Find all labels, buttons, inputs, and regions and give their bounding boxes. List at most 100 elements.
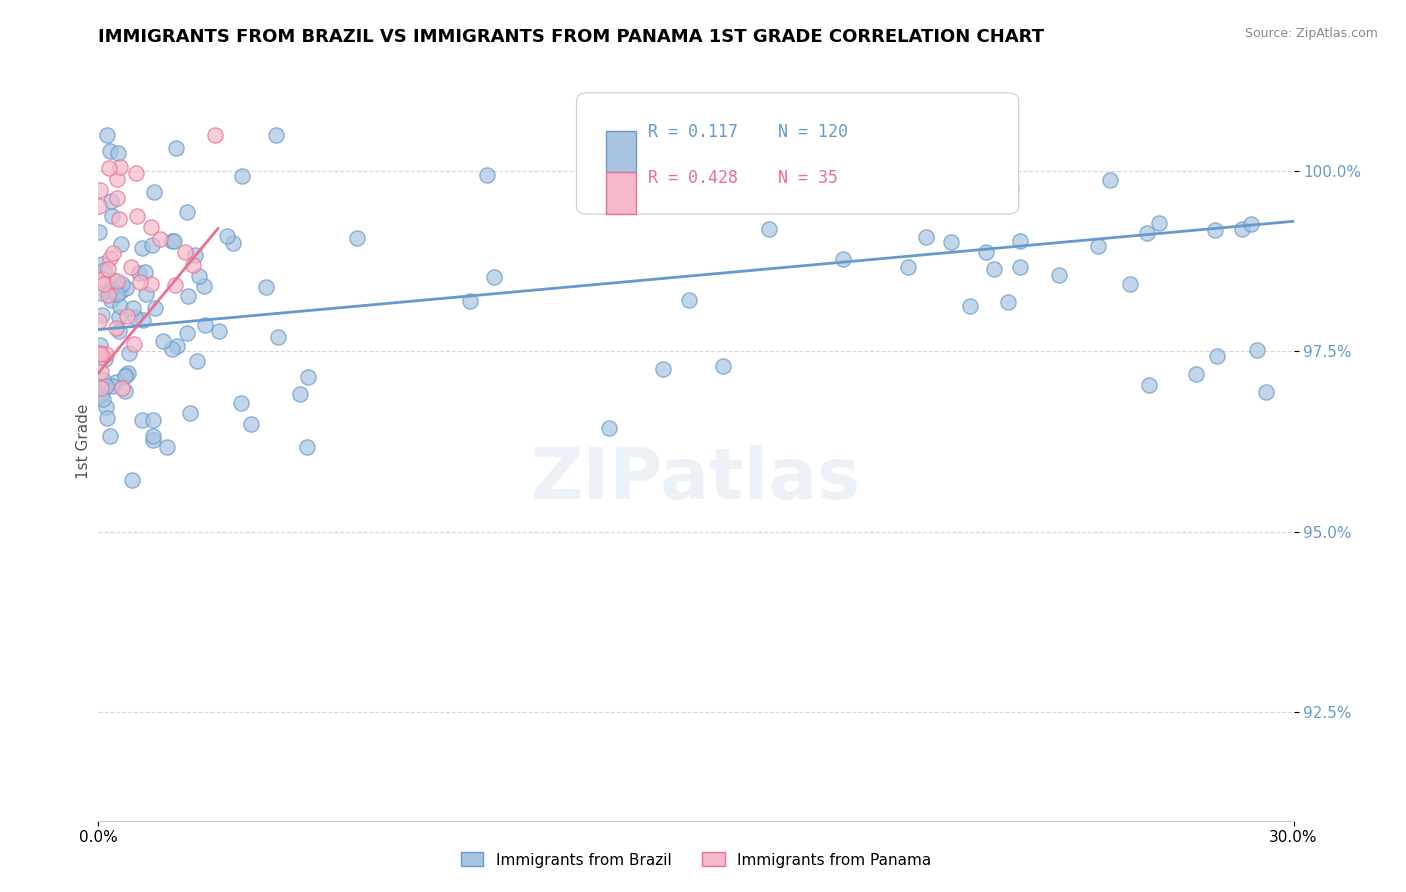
Immigrants from Panama	[89, 314, 111, 328]
Immigrants from Panama	[183, 258, 205, 272]
Immigrants from Brazil	[100, 293, 122, 307]
Immigrants from Panama	[90, 272, 112, 286]
Immigrants from Brazil	[89, 388, 111, 402]
Immigrants from Panama	[139, 220, 162, 235]
Immigrants from Brazil	[96, 411, 118, 425]
Immigrants from Brazil	[948, 186, 970, 200]
Immigrants from Brazil	[117, 366, 139, 380]
Immigrants from Panama	[98, 161, 121, 175]
Bar	[606, 130, 637, 172]
Immigrants from Brazil	[91, 308, 114, 322]
Immigrants from Brazil	[222, 235, 245, 250]
Immigrants from Brazil	[897, 260, 920, 275]
Immigrants from Brazil	[87, 225, 110, 239]
Immigrants from Panama	[120, 260, 142, 274]
Immigrants from Brazil	[458, 293, 481, 308]
Immigrants from Brazil	[91, 392, 114, 407]
Immigrants from Brazil	[114, 369, 136, 384]
Immigrants from Brazil	[176, 326, 198, 341]
Immigrants from Brazil	[97, 285, 120, 300]
Immigrants from Brazil	[93, 262, 115, 277]
Immigrants from Brazil	[959, 300, 981, 314]
Immigrants from Brazil	[297, 370, 319, 384]
Immigrants from Brazil	[100, 379, 122, 393]
Immigrants from Brazil	[122, 301, 145, 315]
Immigrants from Brazil	[160, 234, 183, 248]
Immigrants from Brazil	[132, 313, 155, 327]
Immigrants from Brazil	[1047, 268, 1070, 283]
Immigrants from Brazil	[1254, 385, 1277, 400]
Immigrants from Brazil	[1010, 260, 1032, 274]
Immigrants from Brazil	[111, 277, 134, 292]
Text: R = 0.428    N = 35: R = 0.428 N = 35	[648, 169, 838, 186]
Immigrants from Brazil	[482, 269, 505, 284]
Immigrants from Panama	[90, 346, 112, 360]
Immigrants from Brazil	[1185, 368, 1208, 382]
Immigrants from Brazil	[1098, 173, 1121, 187]
Immigrants from Brazil	[97, 282, 120, 296]
Immigrants from Brazil	[184, 248, 207, 262]
Immigrants from Panama	[103, 246, 125, 260]
Immigrants from Panama	[97, 262, 120, 277]
Immigrants from Brazil	[1000, 181, 1022, 195]
Immigrants from Brazil	[131, 242, 153, 256]
Immigrants from Panama	[111, 381, 134, 395]
Y-axis label: 1st Grade: 1st Grade	[76, 404, 91, 479]
Immigrants from Panama	[204, 128, 226, 142]
Immigrants from Brazil	[186, 353, 208, 368]
Immigrants from Brazil	[108, 299, 131, 313]
Immigrants from Brazil	[711, 359, 734, 373]
Immigrants from Brazil	[108, 285, 131, 299]
Immigrants from Brazil	[108, 310, 131, 324]
Immigrants from Brazil	[983, 262, 1005, 277]
Immigrants from Brazil	[163, 234, 186, 248]
Immigrants from Brazil	[959, 128, 981, 142]
Immigrants from Brazil	[1206, 349, 1229, 363]
Immigrants from Brazil	[134, 265, 156, 279]
Immigrants from Brazil	[974, 244, 997, 259]
Immigrants from Brazil	[100, 145, 122, 159]
Immigrants from Brazil	[179, 406, 201, 420]
Immigrants from Brazil	[288, 386, 311, 401]
Immigrants from Panama	[122, 337, 145, 351]
Immigrants from Brazil	[914, 229, 936, 244]
Immigrants from Brazil	[135, 286, 157, 301]
Immigrants from Panama	[90, 381, 112, 395]
Immigrants from Brazil	[143, 301, 166, 315]
Immigrants from Brazil	[105, 287, 128, 301]
Immigrants from Brazil	[598, 421, 620, 435]
Immigrants from Brazil	[176, 289, 198, 303]
Immigrants from Panama	[141, 277, 163, 291]
Immigrants from Brazil	[108, 324, 131, 338]
Immigrants from Brazil	[231, 396, 253, 410]
Immigrants from Brazil	[1240, 217, 1263, 231]
Immigrants from Panama	[163, 278, 186, 293]
Immigrants from Brazil	[105, 376, 128, 390]
Immigrants from Brazil	[1232, 222, 1254, 236]
Immigrants from Brazil	[96, 128, 118, 142]
Immigrants from Brazil	[160, 342, 183, 356]
Immigrants from Brazil	[110, 236, 132, 251]
Immigrants from Brazil	[142, 413, 165, 427]
Immigrants from Panama	[96, 346, 118, 360]
Immigrants from Brazil	[94, 378, 117, 392]
Immigrants from Brazil	[100, 209, 122, 223]
Immigrants from Brazil	[239, 417, 262, 431]
Immigrants from Brazil	[849, 128, 872, 142]
Immigrants from Panama	[125, 166, 148, 180]
Immigrants from Panama	[108, 160, 131, 174]
Immigrants from Brazil	[89, 338, 111, 352]
Immigrants from Brazil	[124, 310, 146, 324]
Immigrants from Brazil	[1246, 343, 1268, 357]
Immigrants from Brazil	[231, 169, 253, 183]
Immigrants from Brazil	[193, 279, 215, 293]
Immigrants from Brazil	[939, 235, 962, 250]
Immigrants from Panama	[149, 232, 172, 246]
Immigrants from Brazil	[90, 387, 112, 401]
Immigrants from Panama	[98, 251, 121, 265]
Immigrants from Brazil	[1008, 234, 1031, 248]
Immigrants from Brazil	[142, 433, 165, 447]
Immigrants from Brazil	[115, 368, 138, 382]
Immigrants from Brazil	[107, 145, 129, 160]
Immigrants from Brazil	[100, 194, 122, 209]
